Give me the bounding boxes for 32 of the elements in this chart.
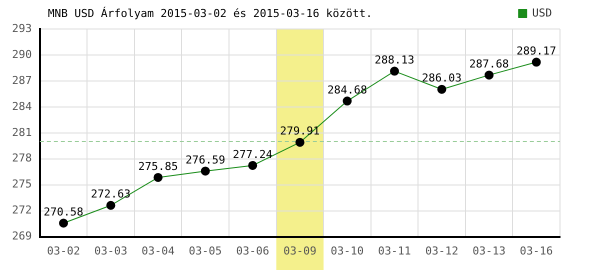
x-tick-label: 03-06 bbox=[236, 244, 270, 258]
y-tick-label: 284 bbox=[12, 100, 32, 113]
y-tick-label: 293 bbox=[12, 22, 32, 35]
x-tick-label: 03-05 bbox=[188, 244, 222, 258]
chart-title: MNB USD Árfolyam 2015-03-02 és 2015-03-16 között. bbox=[48, 6, 372, 20]
y-tick-label: 290 bbox=[12, 48, 32, 61]
data-label: 275.85 bbox=[138, 160, 178, 173]
data-label: 277.24 bbox=[232, 148, 273, 161]
y-tick-label: 269 bbox=[12, 230, 32, 243]
y-tick-label: 275 bbox=[12, 178, 32, 191]
y-tick-label: 281 bbox=[12, 126, 32, 139]
y-tick-label: 287 bbox=[12, 74, 32, 87]
x-tick-label: 03-10 bbox=[330, 244, 364, 258]
legend-label: USD bbox=[532, 6, 552, 20]
data-label: 287.68 bbox=[469, 57, 509, 70]
data-label: 288.13 bbox=[374, 54, 414, 67]
data-label: 284.68 bbox=[327, 83, 368, 96]
x-tick-label: 03-11 bbox=[378, 244, 412, 258]
x-tick-label: 03-02 bbox=[46, 244, 80, 258]
data-label: 289.17 bbox=[516, 44, 556, 58]
y-tick-label: 272 bbox=[12, 204, 32, 217]
x-tick-label: 03-13 bbox=[472, 244, 506, 258]
data-label: 276.59 bbox=[185, 153, 226, 166]
data-label: 270.58 bbox=[44, 205, 84, 218]
data-label: 272.63 bbox=[90, 188, 131, 201]
x-tick-label: 03-12 bbox=[425, 244, 458, 258]
x-tick-label: 03-04 bbox=[142, 244, 176, 258]
y-tick-label: 278 bbox=[12, 152, 32, 165]
x-tick-label: 03-03 bbox=[94, 244, 128, 258]
x-tick-label: 03-16 bbox=[520, 244, 553, 258]
data-label: 286.03 bbox=[422, 72, 462, 85]
x-tick-label: 03-09 bbox=[283, 244, 316, 258]
